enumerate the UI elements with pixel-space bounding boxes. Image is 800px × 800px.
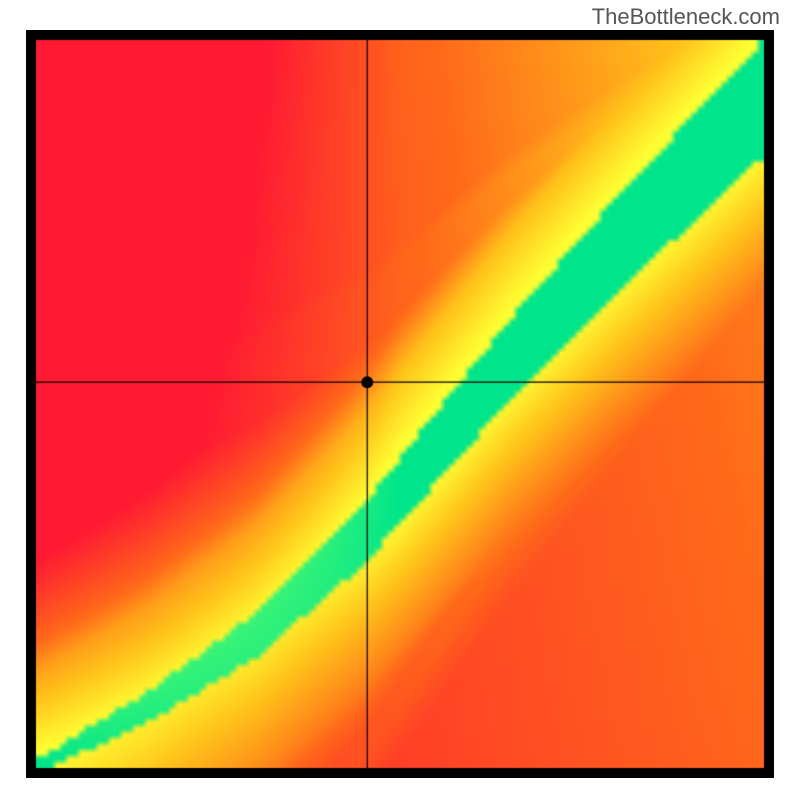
heatmap-canvas [26,30,774,778]
watermark-text: TheBottleneck.com [592,4,780,30]
heatmap-plot [26,30,774,778]
chart-container: TheBottleneck.com [0,0,800,800]
